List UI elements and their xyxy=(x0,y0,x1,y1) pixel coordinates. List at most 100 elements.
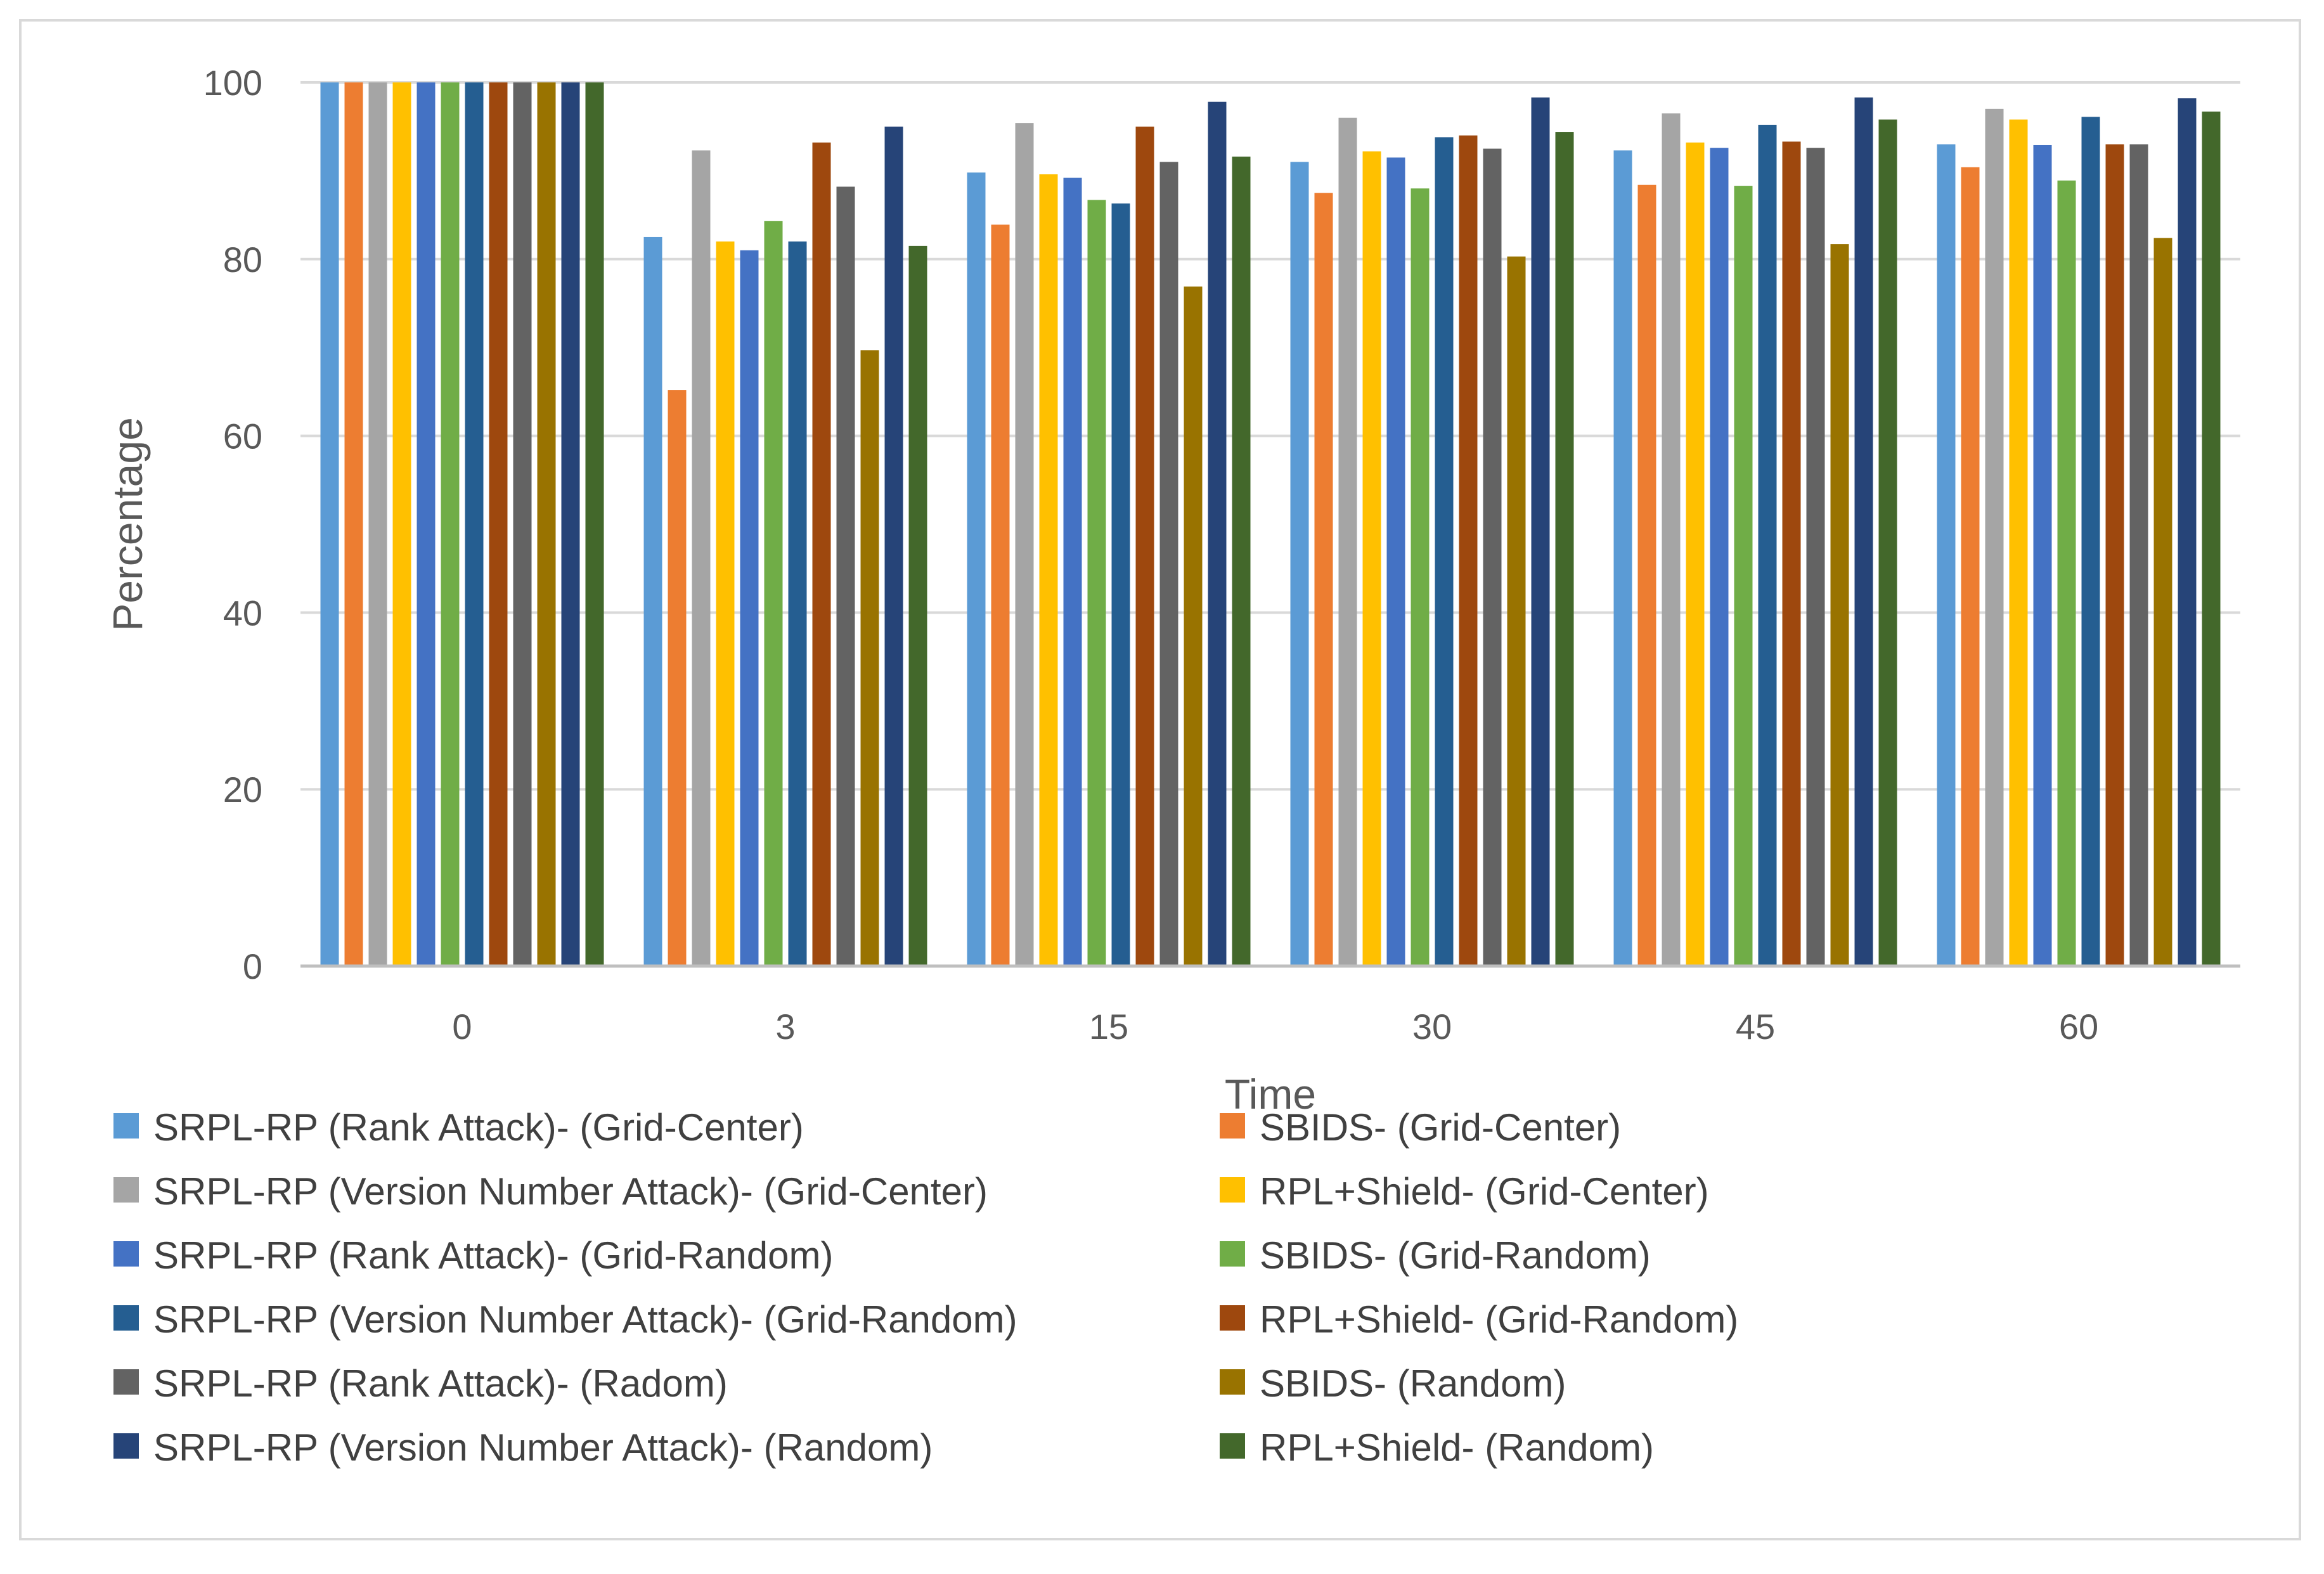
bar xyxy=(764,221,783,966)
legend-label: SBIDS- (Random) xyxy=(1260,1362,1566,1405)
bar xyxy=(489,82,508,966)
legend-label: SRPL-RP (Rank Attack)- (Radom) xyxy=(153,1362,728,1405)
bar xyxy=(1159,162,1178,967)
legend-item: RPL+Shield- (Grid-Random) xyxy=(1220,1298,1738,1341)
x-tick-label: 60 xyxy=(2059,1007,2098,1047)
bars xyxy=(320,82,2221,967)
bar xyxy=(2105,144,2124,967)
bar xyxy=(1135,126,1154,967)
legend-swatch xyxy=(113,1433,139,1459)
legend-swatch xyxy=(1220,1113,1245,1139)
legend-item: SRPL-RP (Version Number Attack)- (Grid-C… xyxy=(113,1170,988,1213)
legend-swatch xyxy=(1220,1177,1245,1203)
bar xyxy=(1232,157,1251,967)
gridlines xyxy=(300,81,2240,791)
bar xyxy=(392,82,411,966)
bar xyxy=(561,82,580,966)
legend-item: SBIDS- (Grid-Center) xyxy=(1220,1106,1621,1149)
legend-item: RPL+Shield- (Grid-Center) xyxy=(1220,1170,1709,1213)
bar xyxy=(668,390,687,966)
bar xyxy=(441,82,460,966)
bar xyxy=(991,224,1010,967)
bar xyxy=(1459,135,1478,966)
bar xyxy=(1555,132,1574,967)
bar xyxy=(1961,167,1980,967)
x-tick-label: 15 xyxy=(1089,1007,1128,1047)
legend-swatch xyxy=(1220,1369,1245,1395)
bar xyxy=(1063,177,1082,966)
legend-label: RPL+Shield- (Grid-Random) xyxy=(1260,1298,1738,1341)
bar xyxy=(884,126,903,967)
bar xyxy=(1637,184,1656,967)
bar xyxy=(2202,112,2221,967)
legend-label: SBIDS- (Grid-Random) xyxy=(1260,1234,1651,1277)
bar xyxy=(368,82,387,966)
bar xyxy=(1507,256,1526,966)
bar xyxy=(740,250,759,966)
bar xyxy=(643,236,662,967)
bar xyxy=(1087,200,1106,967)
y-tick-label: 100 xyxy=(203,63,262,103)
bar xyxy=(1878,119,1897,967)
chart-frame: 0 20 40 60 80 100 0 3 15 30 45 60 SRPL-RP (Rank Att… xyxy=(19,19,2301,1540)
bar xyxy=(465,82,484,966)
bar-chart: 0 20 40 60 80 100 0 3 15 30 45 60 SRPL-RP (Rank Att… xyxy=(104,63,2240,1469)
legend-label: SRPL-RP (Version Number Attack)- (Grid-R… xyxy=(153,1298,1017,1341)
y-tick-label: 0 xyxy=(243,946,262,986)
bar xyxy=(1015,123,1034,966)
legend-item: SRPL-RP (Version Number Attack)- (Grid-R… xyxy=(113,1298,1017,1341)
bar xyxy=(1985,108,2004,966)
bar xyxy=(860,350,879,966)
legend-swatch xyxy=(1220,1433,1245,1459)
legend-item: SRPL-RP (Rank Attack)- (Radom) xyxy=(113,1362,728,1405)
x-tick-label: 3 xyxy=(775,1007,795,1047)
y-tick-label: 40 xyxy=(223,593,262,633)
legend-item: SBIDS- (Grid-Random) xyxy=(1220,1234,1651,1277)
bar xyxy=(585,82,604,966)
bar xyxy=(1806,148,1825,966)
bar xyxy=(1830,244,1849,966)
bar xyxy=(1386,157,1405,967)
bar xyxy=(1662,113,1681,966)
bar xyxy=(1734,186,1753,966)
bar xyxy=(1208,101,1227,967)
bar xyxy=(967,172,986,966)
legend-item: RPL+Shield- (Random) xyxy=(1220,1426,1654,1469)
legend-label: SRPL-RP (Rank Attack)- (Grid-Center) xyxy=(153,1106,804,1149)
bar xyxy=(788,241,807,966)
bar xyxy=(1937,144,1956,967)
y-tick-label: 80 xyxy=(223,240,262,280)
bar xyxy=(1483,148,1502,966)
legend-swatch xyxy=(1220,1305,1245,1331)
legend: SRPL-RP (Rank Attack)- (Grid-Center) SBID… xyxy=(113,1106,1738,1469)
legend-label: RPL+Shield- (Grid-Center) xyxy=(1260,1170,1709,1213)
legend-swatch xyxy=(113,1241,139,1267)
bar xyxy=(2153,238,2172,966)
bar xyxy=(2178,98,2197,966)
bar xyxy=(1686,142,1705,967)
legend-item: SRPL-RP (Rank Attack)- (Grid-Random) xyxy=(113,1234,834,1277)
bar xyxy=(1758,124,1777,967)
legend-swatch xyxy=(113,1369,139,1395)
bar xyxy=(2057,180,2076,966)
bar xyxy=(1184,287,1203,966)
y-tick-label: 20 xyxy=(223,770,262,810)
bar xyxy=(836,186,855,967)
bar xyxy=(416,82,436,966)
x-tick-label: 30 xyxy=(1412,1007,1452,1047)
legend-item: SRPL-RP (Rank Attack)- (Grid-Center) xyxy=(113,1106,804,1149)
bar xyxy=(1435,137,1454,967)
legend-label: SRPL-RP (Rank Attack)- (Grid-Random) xyxy=(153,1234,834,1277)
legend-swatch xyxy=(113,1177,139,1203)
bar xyxy=(320,82,339,966)
bar xyxy=(1531,97,1550,966)
bar xyxy=(344,82,363,966)
bar xyxy=(2129,144,2148,967)
legend-swatch xyxy=(113,1305,139,1331)
x-tick-label: 45 xyxy=(1736,1007,1775,1047)
bar xyxy=(1613,150,1632,966)
legend-item: SRPL-RP (Version Number Attack)- (Random… xyxy=(113,1426,933,1469)
bar xyxy=(513,82,532,966)
legend-swatch xyxy=(1220,1241,1245,1267)
bar xyxy=(2033,145,2052,966)
